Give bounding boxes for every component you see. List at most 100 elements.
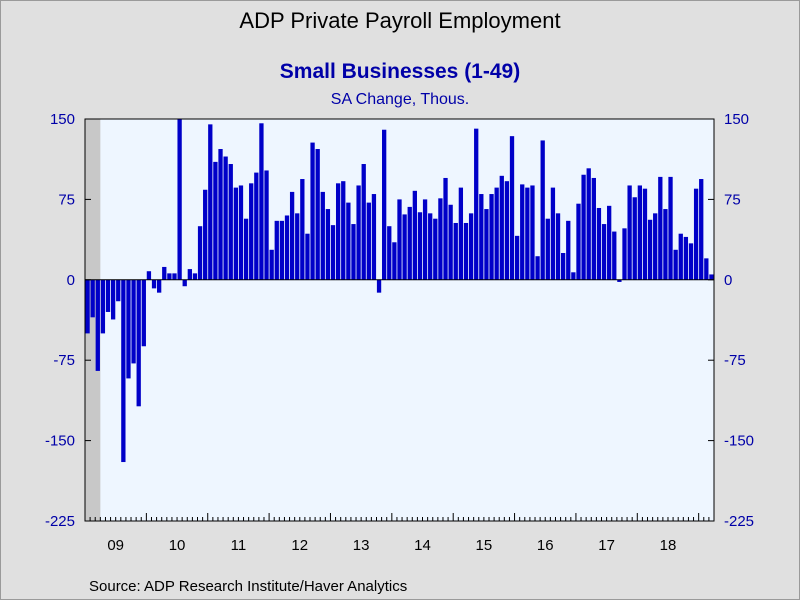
bar bbox=[366, 202, 371, 280]
bar bbox=[422, 199, 428, 280]
bar bbox=[479, 194, 484, 280]
x-tick-label: 13 bbox=[353, 537, 370, 554]
bar bbox=[238, 185, 244, 280]
bar bbox=[555, 213, 561, 280]
recession-shading-group bbox=[85, 119, 101, 521]
bar bbox=[279, 220, 285, 280]
bar bbox=[126, 279, 131, 379]
y-tick-label-left: -225 bbox=[45, 513, 75, 530]
bar bbox=[121, 279, 126, 463]
bar bbox=[162, 266, 167, 280]
bar bbox=[545, 218, 550, 280]
bar bbox=[504, 181, 510, 280]
bar bbox=[458, 187, 464, 280]
bar bbox=[116, 279, 121, 302]
y-tick-label-left: 150 bbox=[50, 111, 75, 128]
bar bbox=[566, 220, 571, 280]
x-tick-label: 11 bbox=[231, 537, 247, 554]
chart-subtitle: Small Businesses (1-49) bbox=[279, 60, 521, 83]
y-tick-label-left: -75 bbox=[53, 352, 75, 369]
x-axis-group: 09 10 11 12 13 14 15 16 17 18 bbox=[84, 513, 715, 554]
chart-title: ADP Private Payroll Employment bbox=[239, 8, 561, 33]
bar bbox=[305, 233, 310, 280]
x-tick-label: 18 bbox=[660, 537, 677, 554]
bar bbox=[402, 214, 407, 280]
bar bbox=[330, 225, 336, 280]
bar bbox=[371, 194, 377, 280]
x-tick-label: 10 bbox=[169, 537, 186, 554]
bar bbox=[463, 222, 469, 280]
bar bbox=[683, 236, 689, 280]
bar bbox=[249, 183, 254, 280]
bar bbox=[571, 272, 576, 280]
chart-units: SA Change, Thous. bbox=[330, 91, 470, 108]
y-tick-label-right: -150 bbox=[724, 433, 754, 450]
bar bbox=[187, 269, 192, 280]
bar bbox=[392, 242, 397, 280]
bar bbox=[397, 199, 402, 280]
bar bbox=[412, 190, 417, 280]
y-tick-label-right: 75 bbox=[724, 191, 741, 208]
bar bbox=[197, 226, 203, 280]
bar bbox=[387, 226, 392, 280]
bar bbox=[356, 185, 361, 280]
bar bbox=[591, 177, 596, 280]
bar bbox=[642, 188, 648, 280]
y-tick-label-left: 0 bbox=[67, 272, 75, 289]
bar bbox=[448, 204, 453, 280]
bar bbox=[218, 149, 223, 280]
bar bbox=[433, 218, 438, 280]
bar bbox=[259, 123, 264, 280]
bar bbox=[428, 213, 433, 280]
bar bbox=[484, 209, 489, 280]
bar bbox=[596, 207, 602, 280]
bar bbox=[632, 197, 637, 280]
bar bbox=[576, 203, 581, 280]
bar bbox=[320, 191, 325, 280]
x-tick-label: 14 bbox=[414, 537, 431, 554]
bar bbox=[351, 224, 356, 280]
bar bbox=[295, 213, 300, 280]
bar bbox=[95, 279, 100, 371]
bar bbox=[586, 168, 591, 280]
bar bbox=[228, 164, 233, 280]
bar bbox=[100, 279, 106, 334]
y-axis-group: 150 150 75 75 0 0 -75 -75 -150 -150 -225 -225 bbox=[45, 111, 754, 530]
bar bbox=[90, 279, 95, 318]
bar bbox=[438, 198, 443, 280]
bar bbox=[105, 279, 111, 312]
bar bbox=[678, 233, 683, 280]
bar bbox=[315, 149, 320, 280]
bar bbox=[617, 279, 622, 282]
bar bbox=[663, 209, 668, 280]
y-tick-label-left: 75 bbox=[58, 191, 75, 208]
bar bbox=[499, 175, 504, 280]
bar bbox=[704, 258, 709, 280]
bar bbox=[668, 176, 673, 280]
y-tick-label-right: -75 bbox=[724, 352, 746, 369]
bar bbox=[474, 128, 479, 280]
bar bbox=[560, 253, 566, 280]
bar bbox=[141, 279, 146, 347]
bar bbox=[233, 187, 239, 280]
bar bbox=[177, 119, 182, 280]
bar bbox=[647, 219, 653, 280]
bar bbox=[658, 176, 663, 280]
bar bbox=[709, 274, 714, 280]
bar bbox=[213, 161, 218, 280]
y-tick-label-right: -225 bbox=[724, 513, 754, 530]
y-tick-label-left: -150 bbox=[45, 433, 75, 450]
bar bbox=[494, 187, 499, 280]
bar bbox=[243, 218, 249, 280]
bar bbox=[443, 177, 448, 280]
bar bbox=[208, 124, 213, 280]
bar bbox=[693, 188, 699, 280]
bar bbox=[310, 142, 315, 280]
bar bbox=[525, 187, 530, 280]
bar bbox=[289, 191, 295, 280]
bar bbox=[325, 209, 331, 280]
bar bbox=[172, 273, 177, 280]
bar bbox=[223, 156, 228, 280]
bar bbox=[417, 212, 423, 280]
bar bbox=[146, 271, 152, 280]
